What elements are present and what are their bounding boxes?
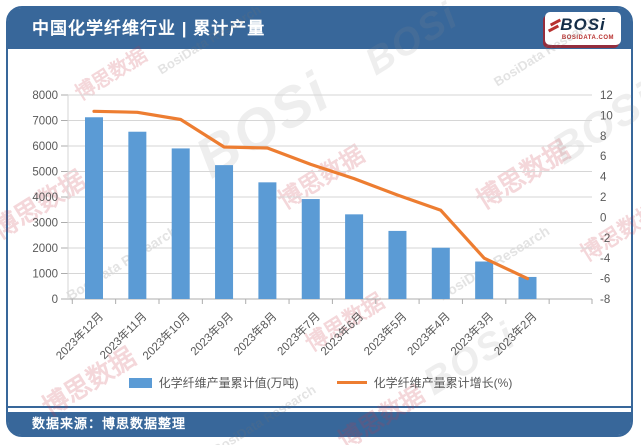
header-bar: 中国化学纤维行业 | 累计产量 BOSi BOSIDATA.COM (8, 8, 631, 49)
footer-divider (8, 406, 631, 408)
bar-2023年2月 (518, 276, 537, 299)
footer-bar: 数据来源：博思数据整理 (8, 412, 631, 435)
left-axis-tick-label: 2000 (32, 243, 58, 255)
right-axis-tick-label: 2 (600, 192, 606, 204)
bar-2023年9月 (215, 165, 234, 299)
x-axis-label: 2023年4月 (404, 309, 453, 358)
legend-swatch-bar (128, 377, 152, 388)
x-axis-label: 2023年8月 (231, 309, 280, 358)
legend-item-bar: 化学纤维产量累计值(万吨) (128, 374, 299, 391)
legend-item-line: 化学纤维产量累计增长(%) (336, 374, 513, 391)
bosi-logo-text: BOSi (560, 15, 606, 34)
left-axis-tick-label: 3000 (32, 218, 58, 230)
bosi-logo-domain: BOSIDATA.COM (561, 35, 614, 41)
left-axis-tick-label: 8000 (32, 90, 58, 102)
x-axis-ticks (71, 299, 593, 304)
x-axis-label: 2023年5月 (361, 309, 410, 358)
bosi-logo: BOSi BOSIDATA.COM (545, 12, 621, 45)
x-axis-labels: 2023年12月2023年11月2023年10月2023年9月2023年8月20… (53, 309, 540, 362)
right-axis-tick-label: 12 (600, 90, 613, 102)
right-axis-tick-label: -4 (600, 253, 611, 265)
right-axis-tick-label: 4 (600, 172, 607, 184)
left-axis-tick-label: 7000 (32, 116, 58, 128)
right-axis-tick-label: 0 (600, 212, 606, 224)
card-frame: 中国化学纤维行业 | 累计产量 BOSi BOSIDATA.COM 数据来源：博… (6, 6, 633, 437)
bar-2023年4月 (431, 247, 450, 299)
combo-chart: 8000 7000 6000 5000 4000 3000 2000 1000 0 12 10 8 6 4… (32, 90, 613, 363)
right-axis-tick-label: -2 (600, 233, 610, 245)
left-axis-tick-label: 1000 (32, 269, 58, 281)
growth-line (92, 109, 530, 281)
right-axis-tick-label: 6 (600, 151, 606, 163)
x-axis-label: 2023年6月 (317, 309, 366, 358)
x-axis-label: 2023年9月 (187, 309, 236, 358)
right-axis-tick-label: -8 (600, 294, 610, 306)
chart-legend: 化学纤维产量累计值(万吨) 化学纤维产量累计增长(%) (0, 374, 641, 391)
right-axis-tick-label: 8 (600, 131, 606, 143)
legend-swatch-line (336, 381, 367, 384)
bar-series (85, 117, 537, 299)
data-source-text: 数据来源：博思数据整理 (32, 416, 187, 431)
right-axis-tick-label: 10 (600, 110, 613, 122)
left-axis-tick-label: 6000 (32, 141, 58, 153)
x-axis-label: 2023年3月 (447, 309, 496, 358)
bar-2023年8月 (258, 182, 277, 299)
left-axis-labels: 8000 7000 6000 5000 4000 3000 2000 1000 0 (32, 90, 58, 306)
gridlines (61, 94, 592, 300)
bar-2023年11月 (128, 131, 147, 299)
bar-2023年5月 (388, 230, 407, 299)
left-axis-tick-label: 4000 (32, 192, 58, 204)
legend-label-bar: 化学纤维产量累计值(万吨) (158, 376, 299, 390)
left-axis-tick-label: 0 (52, 294, 58, 306)
bar-2023年7月 (301, 199, 320, 299)
bar-2023年6月 (345, 214, 364, 299)
x-axis-label: 2023年7月 (274, 309, 323, 358)
right-axis-tick-label: -6 (600, 274, 610, 286)
legend-label-line: 化学纤维产量累计增长(%) (373, 376, 513, 390)
bar-2023年10月 (171, 148, 190, 299)
page-title: 中国化学纤维行业 | 累计产量 (32, 19, 266, 38)
bar-2023年3月 (475, 261, 494, 299)
bar-2023年12月 (85, 117, 103, 299)
x-axis-label: 2023年2月 (491, 309, 540, 358)
left-axis-tick-label: 5000 (32, 167, 58, 179)
right-axis-labels: 12 10 8 6 4 2 0 -2 -4 -6 -8 (600, 90, 613, 306)
